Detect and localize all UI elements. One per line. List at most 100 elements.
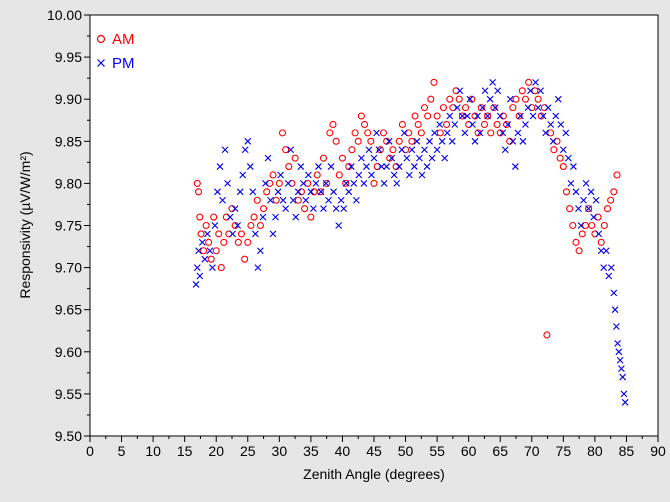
pm-point (426, 137, 433, 145)
pm-point (469, 121, 476, 128)
pm-point (612, 323, 620, 330)
pm-point (554, 95, 562, 103)
am-point (534, 95, 542, 103)
y-tick-label: 9.80 (55, 175, 82, 191)
pm-point (616, 356, 624, 364)
pm-point (418, 171, 426, 179)
am-point (348, 146, 356, 154)
pm-point (365, 146, 373, 154)
pm-point (527, 87, 534, 95)
am-point (215, 230, 223, 238)
pm-point (269, 230, 277, 238)
pm-point (347, 163, 355, 170)
pm-point (580, 196, 587, 204)
am-point (291, 154, 299, 162)
pm-point (234, 222, 242, 229)
am-point (427, 95, 435, 103)
pm-point (557, 121, 565, 128)
x-tick-label: 15 (177, 443, 193, 459)
pm-point (456, 87, 464, 95)
am-point (487, 129, 495, 137)
am-point (313, 171, 321, 179)
am-point (367, 137, 375, 145)
am-point (465, 120, 473, 129)
pm-point (292, 213, 300, 221)
pm-point (431, 129, 438, 137)
pm-point (297, 163, 305, 170)
x-tick-label: 90 (650, 443, 666, 459)
am-point (600, 221, 608, 230)
y-tick-label: 9.70 (55, 260, 82, 276)
pm-point (446, 112, 454, 120)
am-point (304, 179, 312, 187)
pm-point (254, 264, 262, 271)
am-point (610, 188, 618, 196)
x-tick-label: 50 (398, 443, 414, 459)
am-point (220, 238, 228, 246)
pm-point (195, 247, 202, 255)
am-point (597, 238, 605, 246)
pm-point (209, 264, 216, 271)
pm-point (611, 306, 619, 314)
am-point (389, 146, 397, 154)
am-point (351, 129, 359, 137)
am-point (212, 247, 220, 255)
pm-point (610, 289, 618, 297)
y-tick-label: 10.00 (47, 7, 82, 23)
pm-point (532, 78, 539, 86)
am-point (477, 104, 485, 112)
am-point (525, 78, 533, 86)
am-point (484, 112, 492, 120)
y-tick-label: 9.95 (55, 49, 82, 65)
pm-point (398, 146, 406, 154)
pm-point (325, 196, 332, 204)
pm-point (494, 87, 502, 95)
pm-point (496, 112, 504, 120)
pm-point (542, 129, 550, 137)
pm-point (357, 154, 365, 162)
pm-point (251, 230, 259, 238)
pm-point (461, 129, 469, 137)
am-point (490, 104, 498, 112)
x-tick-label: 30 (272, 443, 288, 459)
pm-point (368, 171, 375, 179)
am-point (288, 179, 296, 187)
y-tick-label: 9.55 (55, 386, 82, 402)
am-point (266, 179, 274, 187)
pm-point (504, 121, 512, 128)
am-point (575, 247, 583, 255)
am-point (222, 213, 230, 221)
pm-point (262, 180, 269, 187)
pm-point (259, 213, 267, 221)
pm-point (383, 163, 391, 170)
x-tick-label: 60 (461, 443, 477, 459)
am-point (588, 221, 596, 230)
pm-point (405, 171, 413, 179)
x-tick-label: 20 (208, 443, 224, 459)
am-point (537, 112, 545, 120)
pm-point (345, 188, 353, 196)
x-tick-label: 0 (86, 443, 94, 459)
pm-point (196, 272, 204, 280)
x-tick-label: 65 (492, 443, 508, 459)
pm-point (350, 180, 358, 187)
y-axis-label: Responsivity (µV/W/m²) (17, 151, 33, 298)
am-point (502, 120, 511, 129)
pm-point (597, 247, 605, 255)
am-point (591, 230, 599, 238)
am-point (217, 264, 225, 272)
pm-point (438, 137, 446, 145)
pm-point (322, 180, 330, 187)
pm-point (214, 188, 221, 196)
am-point (443, 120, 451, 129)
am-point (364, 129, 372, 137)
pm-point (373, 129, 380, 137)
pm-point (274, 188, 282, 196)
am-point (509, 104, 517, 112)
pm-point (511, 163, 519, 170)
am-point (196, 213, 204, 221)
pm-point (570, 163, 577, 170)
pm-point (229, 230, 237, 238)
pm-point (385, 137, 393, 145)
pm-point (567, 180, 575, 187)
